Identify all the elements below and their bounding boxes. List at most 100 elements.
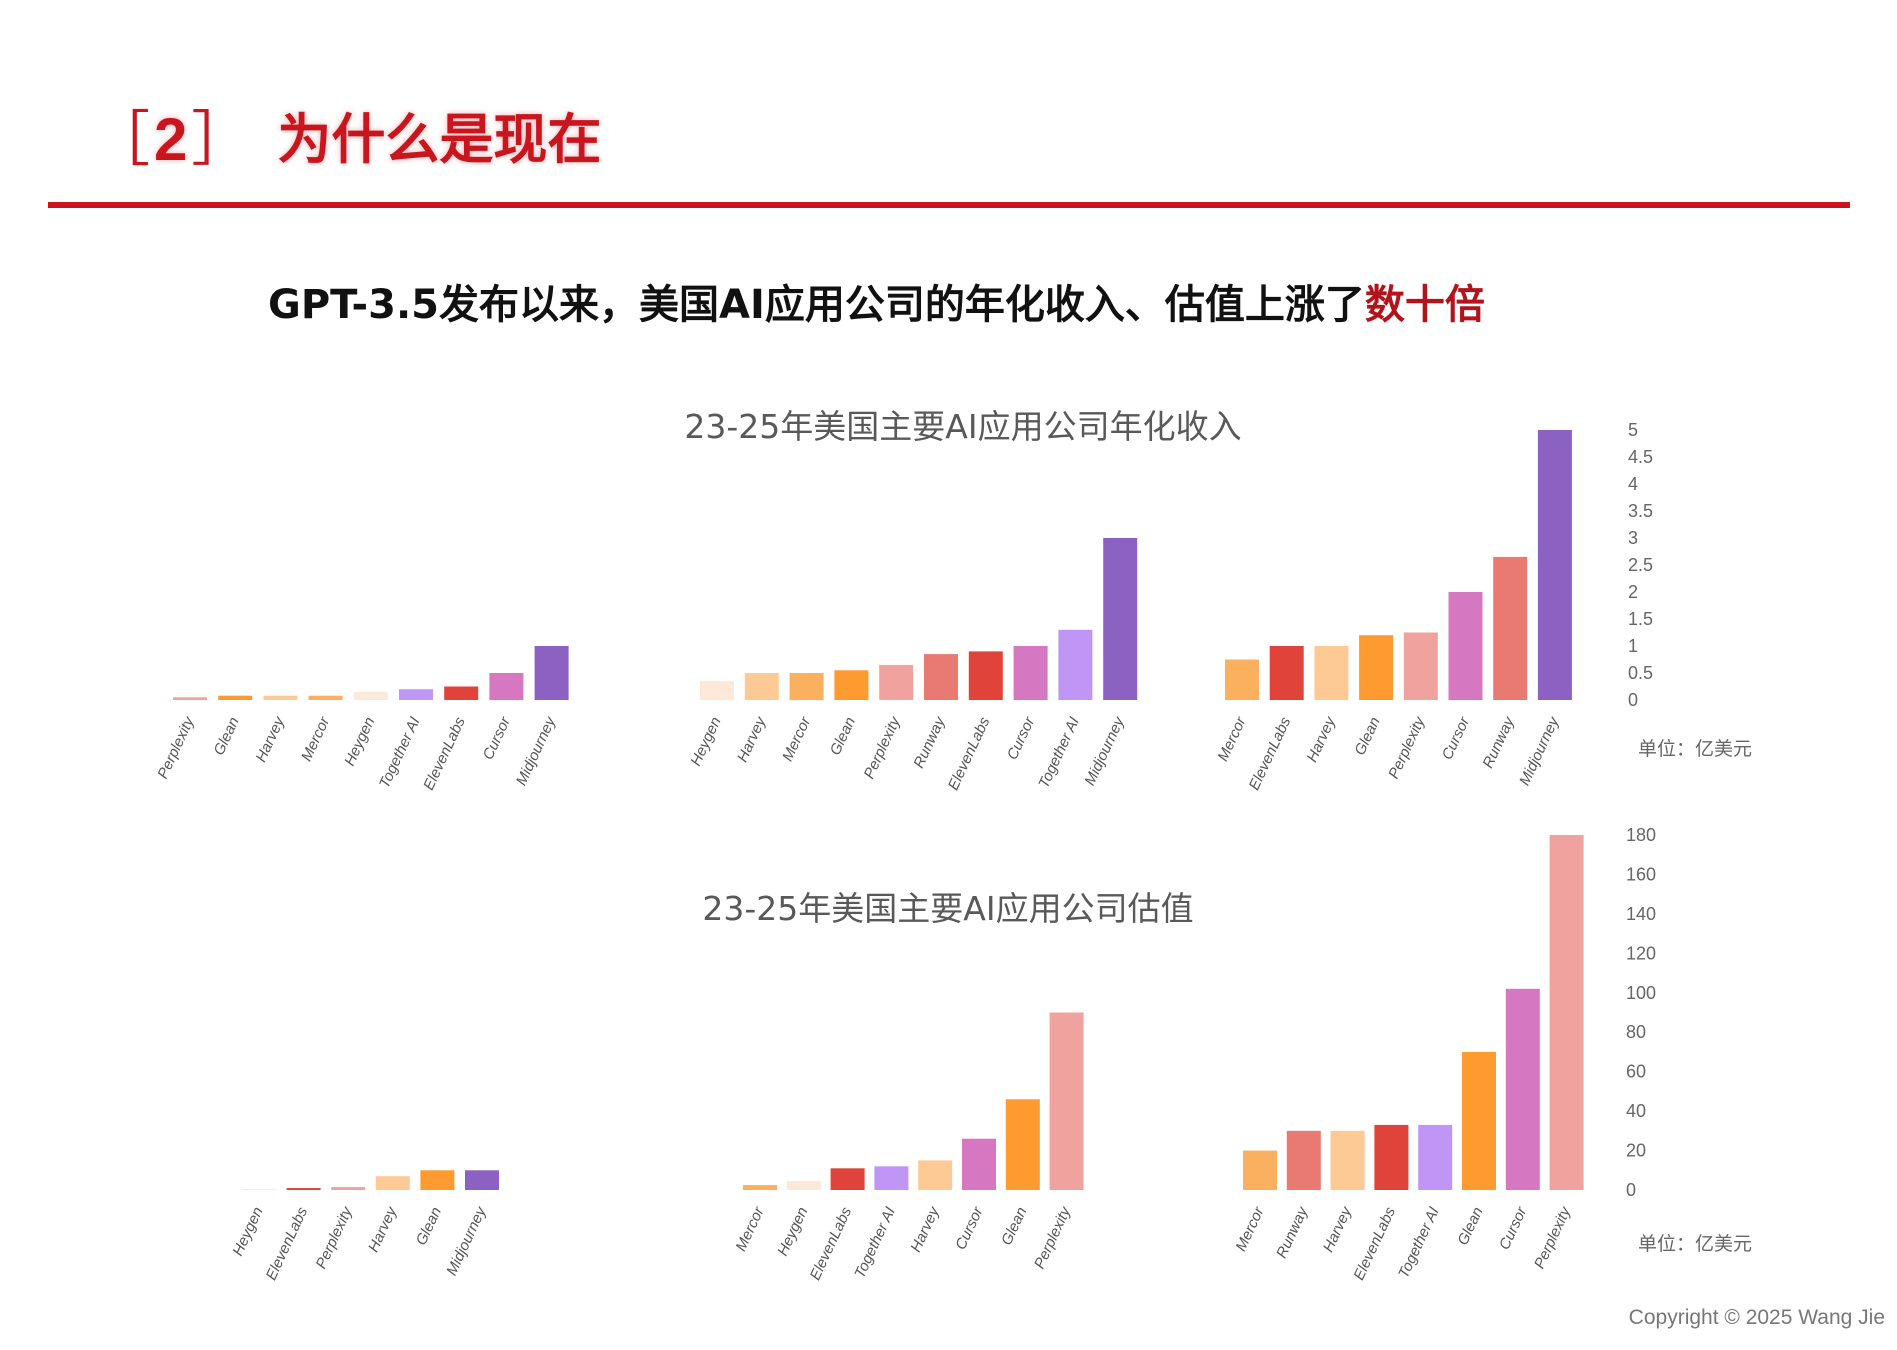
bar [786,1181,821,1190]
x-tick-label: Mercor [732,1204,768,1254]
bar [1225,659,1259,700]
x-tick-label: Runway [1480,713,1519,771]
y-tick-label: 140 [1626,904,1656,924]
bar [879,664,914,700]
x-tick-label: Mercor [779,714,815,764]
y-tick-label: 0.5 [1628,663,1653,683]
x-tick-label: Perplexity [313,1203,357,1271]
x-tick-label: ElevenLabs [1350,1204,1399,1283]
x-tick-label: Cursor [1496,1204,1531,1253]
bar [1058,629,1093,700]
y-tick-label: 40 [1626,1101,1646,1121]
bar [489,673,524,700]
section-header: ［ 2 ］ 为什么是现在 [90,100,601,180]
bar [1103,538,1138,700]
y-tick-label: 2 [1628,582,1638,602]
y-tick-label: 3 [1628,528,1638,548]
y-tick-label: 4.5 [1628,447,1653,467]
x-tick-label: ElevenLabs [945,714,994,793]
bar [286,1188,321,1190]
bar [1493,556,1528,700]
bar [1359,635,1394,700]
x-tick-label: Heygen [774,1205,811,1259]
x-tick-label: Together AI [1395,1205,1443,1281]
x-tick-label: Heygen [229,1205,266,1259]
unit-label: 单位：亿美元 [1638,738,1752,760]
y-tick-label: 1 [1628,636,1638,656]
x-tick-label: Perplexity [1385,713,1429,781]
slide-subtitle: GPT-3.5发布以来，美国AI应用公司的年化收入、估值上涨了数十倍 [268,272,1485,330]
x-tick-label: Glean [1454,1205,1486,1248]
y-tick-label: 5 [1628,420,1638,440]
bar [1330,1130,1365,1190]
bar [331,1187,366,1190]
bar [353,691,388,700]
x-tick-label: Midjourney [443,1203,490,1278]
x-tick-label: Glean [998,1205,1030,1248]
bar [375,1176,410,1190]
x-tick-label: Harvey [734,713,770,765]
copyright-notice: Copyright © 2025 Wang Jie [1628,1306,1885,1329]
x-tick-label: Glean [413,1205,445,1248]
subtitle-highlight: 数十倍 [1364,282,1485,328]
bar [918,1160,953,1190]
y-tick-label: 60 [1626,1062,1646,1082]
x-tick-label: Glean [827,715,859,758]
x-tick-label: Together AI [851,1205,899,1281]
section-title: 为什么是现在 [277,108,602,171]
x-tick-label: Midjourney [1516,713,1563,788]
x-tick-label: Mercor [298,714,334,764]
bar [1005,1099,1040,1190]
bar [1537,430,1572,700]
bar [1049,1012,1084,1190]
x-tick-label: Heygen [341,715,378,769]
y-tick-label: 80 [1626,1022,1646,1042]
y-tick-label: 100 [1626,983,1656,1003]
x-tick-label: Mercor [1232,1204,1268,1254]
bar [1403,632,1438,700]
x-tick-label: Harvey [1320,1203,1356,1255]
bracket-left: ［ [90,105,150,175]
y-tick-label: 3.5 [1628,501,1653,521]
bar [834,670,869,700]
subtitle-text: GPT-3.5发布以来，美国AI应用公司的年化收入、估值上涨了 [268,282,1365,328]
x-tick-label: ElevenLabs [807,1204,856,1283]
bar [534,646,569,700]
y-tick-label: 180 [1626,825,1656,845]
bar [1418,1124,1453,1190]
bar [874,1166,909,1190]
chart-title: 23-25年美国主要AI应用公司年化收入 [684,407,1241,446]
bar [924,654,958,700]
x-tick-label: Mercor [1214,714,1250,764]
bar [962,1138,996,1190]
y-tick-label: 1.5 [1628,609,1653,629]
y-tick-label: 4 [1628,474,1638,494]
x-tick-label: Harvey [253,713,289,765]
unit-label: 单位：亿美元 [1638,1233,1752,1255]
bar [1286,1130,1321,1190]
x-tick-label: Together AI [1035,715,1083,791]
chart-title: 23-25年美国主要AI应用公司估值 [702,889,1193,928]
bar [1448,592,1483,700]
bar [420,1170,455,1190]
x-tick-label: ElevenLabs [1246,714,1295,793]
x-tick-label: Together AI [376,715,424,791]
y-tick-label: 2.5 [1628,555,1653,575]
bar [789,673,824,700]
bar [830,1168,865,1190]
x-tick-label: Cursor [1004,714,1039,763]
bar [263,695,298,700]
bar [218,695,253,700]
bar [1013,646,1048,700]
y-tick-label: 0 [1628,690,1638,710]
bar [1374,1124,1409,1190]
bar [744,673,779,700]
x-tick-label: Perplexity [861,713,905,781]
bar [1243,1150,1277,1190]
x-tick-label: Perplexity [1531,1203,1575,1271]
bar [1462,1051,1496,1190]
bar [968,651,1003,700]
x-tick-label: Runway [1273,1203,1312,1261]
x-tick-label: Midjourney [1081,713,1128,788]
